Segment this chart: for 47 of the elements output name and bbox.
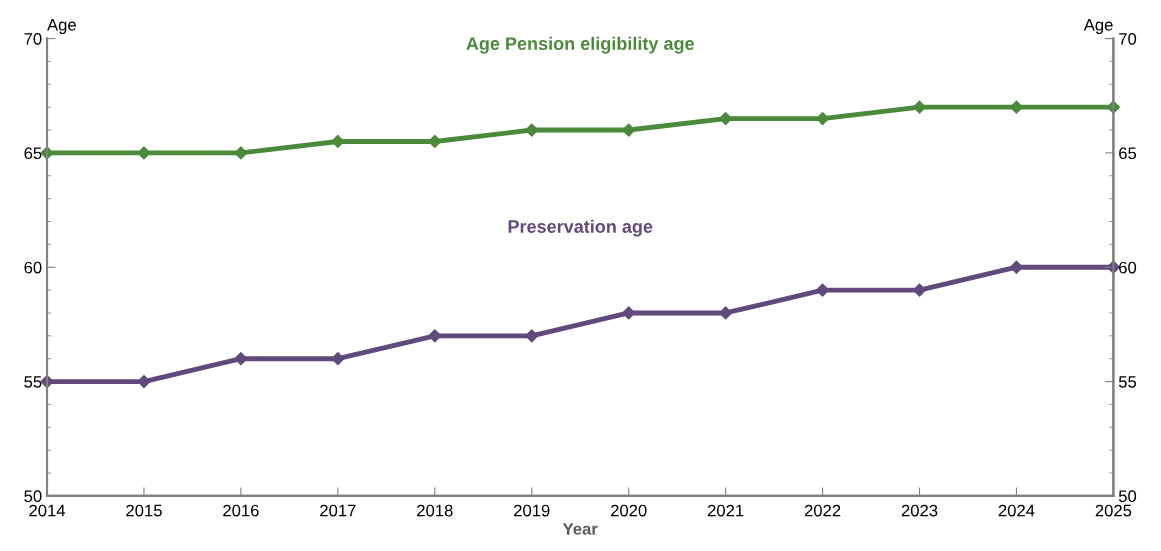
text: Age Pension eligibility age (466, 36, 694, 54)
y2-tick-label: 55 (1118, 376, 1137, 388)
y2-tick-label: 50 (1118, 490, 1137, 503)
x-axis-title: Year (562, 523, 598, 535)
point (912, 283, 927, 297)
point (331, 352, 345, 366)
x-tick-label: 2024 (998, 504, 1035, 517)
point (719, 112, 733, 126)
x-tick-label: 2023 (901, 504, 938, 517)
x-tick-label: 2021 (707, 504, 744, 517)
point (525, 329, 539, 343)
text: Preservation age (508, 219, 653, 237)
point (137, 374, 151, 389)
x-tick-label: 2018 (417, 504, 453, 517)
y2-axis-title: Age (1083, 19, 1113, 34)
y-tick-label: 65 (24, 147, 42, 160)
y2-tick-label: 70 (1119, 32, 1137, 45)
point (719, 306, 733, 320)
point (912, 100, 927, 114)
x-tick-label: 2016 (223, 504, 259, 517)
x-tick-label: 2014 (29, 504, 66, 517)
y-tick-label: 55 (24, 376, 42, 388)
point (525, 123, 539, 137)
x-tick-label: 2020 (610, 504, 647, 517)
point (234, 352, 248, 366)
point (1009, 100, 1024, 114)
point (428, 134, 442, 149)
x-tick-label: 2025 (1095, 504, 1132, 517)
y-tick-label: 60 (24, 261, 42, 274)
point (622, 306, 636, 320)
x-tick-label: 2022 (804, 504, 841, 517)
point (428, 329, 442, 343)
point (1009, 260, 1024, 274)
y-tick-label: 70 (24, 32, 42, 45)
point (234, 146, 248, 160)
y-tick-label: 50 (24, 490, 42, 503)
x-tick-label: 2017 (320, 504, 356, 517)
point (622, 123, 636, 137)
point (331, 134, 345, 149)
y2-tick-label: 60 (1119, 261, 1137, 274)
y2-tick-label: 65 (1119, 147, 1137, 160)
x-tick-label: 2015 (126, 504, 162, 517)
x-tick-label: 2019 (514, 504, 550, 517)
point (137, 146, 151, 160)
y-axis-title: Age (47, 19, 76, 34)
point (815, 283, 830, 297)
point (815, 112, 830, 126)
